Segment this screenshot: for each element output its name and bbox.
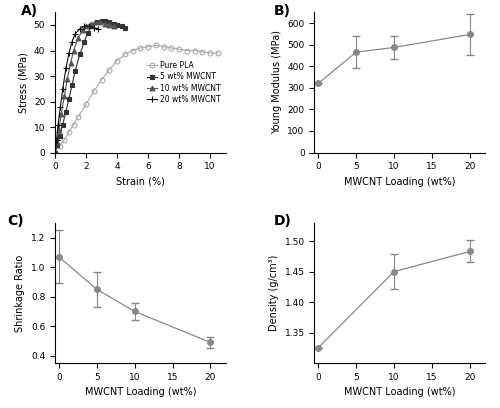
Pure PLA [52,150,58,155]
5 wt% MWCNT [82,39,87,44]
5 wt% MWCNT [114,22,120,27]
Pure PLA [168,46,174,51]
20 wt% MWCNT [96,27,102,31]
Text: C): C) [7,214,24,228]
Pure PLA [192,48,198,53]
5 wt% MWCNT [52,150,58,155]
Y-axis label: Young Modulus (MPa): Young Modulus (MPa) [272,31,282,134]
20 wt% MWCNT [77,27,83,31]
Line: 20 wt% MWCNT: 20 wt% MWCNT [52,23,102,156]
5 wt% MWCNT [106,20,112,25]
20 wt% MWCNT [72,31,78,36]
Text: A): A) [21,4,38,18]
Pure PLA [130,48,136,53]
20 wt% MWCNT [69,39,75,44]
Pure PLA [207,51,213,55]
10 wt% MWCNT [97,20,103,25]
10 wt% MWCNT [76,35,82,40]
10 wt% MWCNT [52,150,58,155]
Line: 10 wt% MWCNT: 10 wt% MWCNT [52,20,116,155]
10 wt% MWCNT [58,112,64,117]
Pure PLA [160,44,166,49]
X-axis label: MWCNT Loading (wt%): MWCNT Loading (wt%) [344,388,456,397]
Y-axis label: Density (g/cm³): Density (g/cm³) [269,255,279,331]
10 wt% MWCNT [102,21,107,26]
Pure PLA [91,89,97,94]
Pure PLA [83,102,89,106]
Pure PLA [176,47,182,52]
Pure PLA [145,44,151,49]
20 wt% MWCNT [63,66,69,71]
X-axis label: Strain (%): Strain (%) [116,177,165,187]
5 wt% MWCNT [102,19,107,24]
Pure PLA [122,52,128,57]
Pure PLA [138,46,143,51]
Text: D): D) [274,214,291,228]
5 wt% MWCNT [84,30,90,35]
5 wt% MWCNT [77,52,83,57]
10 wt% MWCNT [70,48,76,53]
Pure PLA [66,130,72,135]
Pure PLA [153,43,159,48]
5 wt% MWCNT [111,21,117,26]
X-axis label: MWCNT Loading (wt%): MWCNT Loading (wt%) [84,388,196,397]
10 wt% MWCNT [54,140,60,145]
Text: B): B) [274,4,290,18]
Y-axis label: Shrinkage Ratio: Shrinkage Ratio [16,254,26,332]
Pure PLA [98,78,104,82]
Line: Pure PLA: Pure PLA [52,43,220,155]
20 wt% MWCNT [60,86,66,91]
Pure PLA [62,137,68,142]
20 wt% MWCNT [52,150,58,155]
Pure PLA [184,48,190,53]
20 wt% MWCNT [91,25,97,30]
20 wt% MWCNT [86,24,92,29]
Y-axis label: Stress (MPa): Stress (MPa) [18,52,28,113]
10 wt% MWCNT [88,21,94,26]
5 wt% MWCNT [54,142,60,147]
Pure PLA [56,144,62,149]
20 wt% MWCNT [82,24,87,29]
20 wt% MWCNT [55,122,61,127]
20 wt% MWCNT [58,104,64,109]
Pure PLA [106,67,112,72]
10 wt% MWCNT [92,20,98,25]
5 wt% MWCNT [72,69,78,73]
Pure PLA [70,122,76,127]
Pure PLA [200,49,205,54]
5 wt% MWCNT [66,97,72,102]
10 wt% MWCNT [64,76,70,81]
Pure PLA [215,51,221,55]
10 wt% MWCNT [62,94,68,99]
5 wt% MWCNT [94,20,100,25]
5 wt% MWCNT [63,109,69,114]
10 wt% MWCNT [80,28,86,33]
5 wt% MWCNT [69,82,75,87]
Pure PLA [114,58,120,63]
X-axis label: MWCNT Loading (wt%): MWCNT Loading (wt%) [344,177,456,187]
10 wt% MWCNT [68,61,73,66]
5 wt% MWCNT [56,133,62,138]
Line: 5 wt% MWCNT: 5 wt% MWCNT [52,19,127,155]
10 wt% MWCNT [111,24,117,29]
Pure PLA [76,114,82,119]
20 wt% MWCNT [54,137,60,142]
5 wt% MWCNT [118,24,124,29]
10 wt% MWCNT [56,127,62,132]
5 wt% MWCNT [60,122,66,127]
10 wt% MWCNT [83,24,89,29]
Legend: Pure PLA, 5 wt% MWCNT, 10 wt% MWCNT, 20 wt% MWCNT: Pure PLA, 5 wt% MWCNT, 10 wt% MWCNT, 20 … [146,60,222,105]
5 wt% MWCNT [122,25,128,30]
20 wt% MWCNT [66,51,72,55]
10 wt% MWCNT [106,22,112,27]
5 wt% MWCNT [89,24,95,29]
5 wt% MWCNT [98,19,104,24]
